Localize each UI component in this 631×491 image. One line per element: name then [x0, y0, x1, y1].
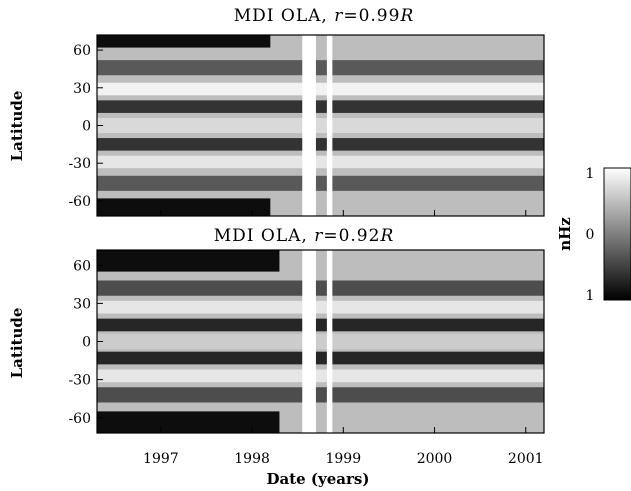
- x-tick-label: 2000: [417, 451, 453, 467]
- y-tick-label: 0: [82, 119, 91, 135]
- heatmap-band-1: [97, 60, 544, 76]
- colorbar-tick-bottom: 1: [586, 288, 595, 304]
- panel-bottom-heatmap: [97, 250, 544, 433]
- heatmap-band-3: [97, 100, 544, 113]
- colorbar-tick-mid: 0: [586, 227, 595, 243]
- heatmap-band-5: [97, 351, 544, 365]
- colorbar-label: nHz: [556, 217, 574, 251]
- y-tick-label: 60: [73, 258, 91, 274]
- heatmap-band-8: [97, 198, 271, 216]
- heatmap-band-3: [97, 318, 544, 332]
- panel-bottom-title: MDI OLA, r=0.92R: [214, 226, 395, 246]
- x-tick-label: 1998: [234, 451, 270, 467]
- heatmap-band-4: [97, 333, 544, 350]
- heatmap-band-5: [97, 138, 544, 151]
- heatmap-band-8: [97, 411, 280, 433]
- heatmap-band-2: [97, 82, 544, 96]
- y-tick-label: 30: [73, 81, 91, 97]
- heatmap-band-2: [97, 300, 544, 314]
- x-axis-label: Date (years): [267, 470, 370, 488]
- y-tick-label: -60: [68, 194, 91, 210]
- panel-bottom-ticks: 60 30 0 -30 -60 1997 1998 1999 2000 2001: [68, 258, 543, 467]
- panel-bottom-ylabel: Latitude: [8, 308, 26, 379]
- y-tick-label: 30: [73, 296, 91, 312]
- y-tick-label: -30: [68, 373, 91, 389]
- heatmap-band-7: [97, 175, 544, 191]
- heatmap-band-0: [97, 35, 271, 48]
- panel-top-title: MDI OLA, r=0.99R: [234, 6, 415, 26]
- data-gap-0: [302, 35, 316, 216]
- panel-top: MDI OLA, r=0.99R 60 30 0 -30 -60 Latitude: [8, 6, 545, 217]
- x-tick-label: 1999: [325, 451, 361, 467]
- heatmap-band-4: [97, 117, 544, 134]
- data-gap-0: [302, 250, 316, 433]
- x-tick-label: 1997: [143, 451, 179, 467]
- heatmap-band-1: [97, 280, 544, 296]
- panel-top-ylabel: Latitude: [8, 91, 26, 162]
- heatmap-band-7: [97, 387, 544, 403]
- heatmap-band-6: [97, 155, 544, 169]
- panel-top-heatmap: [97, 35, 544, 216]
- y-tick-label: -30: [68, 156, 91, 172]
- colorbar-tick-top: 1: [586, 166, 595, 182]
- y-tick-label: 60: [73, 43, 91, 59]
- colorbar: 1 0 1 nHz: [556, 166, 631, 304]
- data-gap-1: [326, 250, 333, 433]
- panel-bottom: MDI OLA, r=0.92R 60 30 0 -30 -60 1997 1998 1999…: [8, 226, 545, 467]
- data-gap-1: [326, 35, 333, 216]
- x-tick-label: 2001: [508, 451, 544, 467]
- colorbar-gradient: [603, 167, 631, 301]
- heatmap-band-0: [97, 250, 280, 272]
- y-tick-label: -60: [68, 411, 91, 427]
- heatmap-band-6: [97, 369, 544, 383]
- panel-top-ticks: 60 30 0 -30 -60: [68, 43, 527, 216]
- y-tick-label: 0: [82, 335, 91, 351]
